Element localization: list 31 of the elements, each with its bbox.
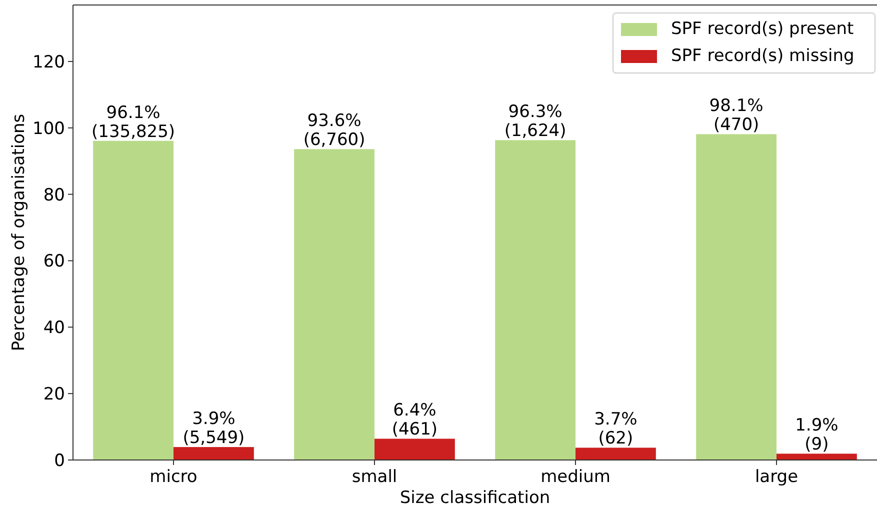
bar: [576, 448, 656, 460]
data-label: 98.1% (470): [709, 96, 764, 136]
x-tick-label: medium: [540, 467, 610, 487]
x-tick-label: large: [754, 467, 798, 487]
y-tick-label: 80: [43, 185, 65, 206]
bar: [776, 454, 857, 460]
legend-label: SPF record(s) missing: [671, 46, 854, 66]
y-tick-label: 100: [32, 118, 65, 139]
y-tick-label: 40: [43, 318, 65, 338]
x-tick-label: small: [352, 467, 398, 487]
y-tick-label: 0: [54, 450, 65, 471]
legend-label: SPF record(s) present: [671, 19, 854, 39]
data-label: 96.1% (135,825): [92, 102, 176, 142]
data-label: 93.6% (6,760): [303, 111, 366, 150]
x-axis-title: Size classification: [400, 488, 550, 508]
bar: [374, 438, 455, 460]
bar: [174, 447, 254, 460]
data-label: 3.7% (62): [594, 410, 638, 449]
bar: [294, 149, 374, 460]
x-tick-label: micro: [150, 467, 198, 487]
data-label: 3.9% (5,549): [182, 409, 245, 448]
y-axis-title: Percentage of organisations: [9, 114, 29, 352]
bar: [696, 134, 776, 460]
bar: [93, 140, 174, 460]
data-label: 1.9% (9): [795, 416, 838, 455]
data-label: 6.4% (461): [392, 400, 438, 440]
bar: [495, 140, 576, 460]
y-tick-label: 120: [32, 52, 65, 72]
y-tick-label: 20: [43, 384, 65, 405]
y-tick-label: 60: [43, 252, 65, 272]
data-label: 96.3% (1,624): [504, 102, 566, 142]
